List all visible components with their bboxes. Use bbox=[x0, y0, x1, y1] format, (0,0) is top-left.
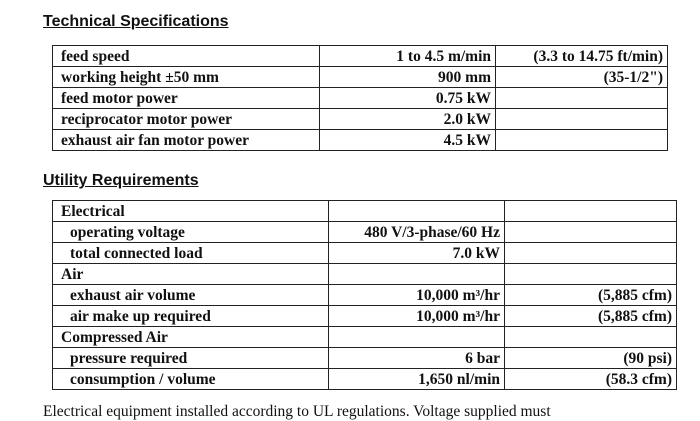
table-row: operating voltage 480 V/3-phase/60 Hz bbox=[52, 221, 677, 243]
imperial-value-cell: (58.3 cfm) bbox=[504, 368, 677, 390]
parameter-cell: air make up required bbox=[52, 305, 329, 327]
imperial-value-cell bbox=[504, 200, 677, 222]
table-row: consumption / volume 1,650 nl/min (58.3 cf… bbox=[52, 368, 677, 390]
table-row: air make up required 10,000 m³/hr (5,885 c… bbox=[52, 305, 677, 327]
metric-value-cell: 2.0 kW bbox=[319, 108, 496, 130]
imperial-value-cell bbox=[504, 326, 677, 348]
metric-value-cell: 1 to 4.5 m/min bbox=[319, 45, 496, 67]
imperial-value-cell bbox=[495, 129, 668, 151]
metric-value-cell: 7.0 kW bbox=[328, 242, 505, 264]
technical-specifications-heading: Technical Specifications bbox=[43, 13, 229, 30]
imperial-value-cell: (90 psi) bbox=[504, 347, 677, 369]
metric-value-cell: 900 mm bbox=[319, 66, 496, 88]
metric-value-cell: 6 bar bbox=[328, 347, 505, 369]
imperial-value-cell: (3.3 to 14.75 ft/min) bbox=[495, 45, 668, 67]
parameter-cell: total connected load bbox=[52, 242, 329, 264]
metric-value-cell: 4.5 kW bbox=[319, 129, 496, 151]
metric-value-cell: 480 V/3-phase/60 Hz bbox=[328, 221, 505, 243]
metric-value-cell: 1,650 nl/min bbox=[328, 368, 505, 390]
parameter-cell: exhaust air fan motor power bbox=[52, 129, 320, 151]
section-label: Air bbox=[52, 263, 329, 285]
metric-value-cell bbox=[328, 263, 505, 285]
table-row: Electrical bbox=[52, 200, 677, 222]
parameter-cell: working height ±50 mm bbox=[52, 66, 320, 88]
metric-value-cell: 10,000 m³/hr bbox=[328, 305, 505, 327]
imperial-value-cell bbox=[495, 108, 668, 130]
metric-value-cell bbox=[328, 200, 505, 222]
parameter-cell: reciprocator motor power bbox=[52, 108, 320, 130]
parameter-cell: feed speed bbox=[52, 45, 320, 67]
table-row: reciprocator motor power 2.0 kW bbox=[52, 108, 668, 130]
parameter-cell: operating voltage bbox=[52, 221, 329, 243]
table-row: feed motor power 0.75 kW bbox=[52, 87, 668, 109]
imperial-value-cell bbox=[504, 263, 677, 285]
imperial-value-cell: (35-1/2") bbox=[495, 66, 668, 88]
imperial-value-cell: (5,885 cfm) bbox=[504, 305, 677, 327]
utility-requirements-heading: Utility Requirements bbox=[43, 172, 199, 189]
parameter-cell: feed motor power bbox=[52, 87, 320, 109]
table-row: feed speed 1 to 4.5 m/min (3.3 to 14.75 ft… bbox=[52, 45, 668, 67]
imperial-value-cell: (5,885 cfm) bbox=[504, 284, 677, 306]
parameter-cell: exhaust air volume bbox=[52, 284, 329, 306]
table-row: pressure required 6 bar (90 psi) bbox=[52, 347, 677, 369]
section-label: Compressed Air bbox=[52, 326, 329, 348]
parameter-cell: consumption / volume bbox=[52, 368, 329, 390]
section-label: Electrical bbox=[52, 200, 329, 222]
imperial-value-cell bbox=[495, 87, 668, 109]
utility-requirements-table: Electrical operating voltage 480 V/3-phase… bbox=[52, 200, 677, 390]
table-row: exhaust air volume 10,000 m³/hr (5,885 cfm… bbox=[52, 284, 677, 306]
imperial-value-cell bbox=[504, 221, 677, 243]
table-row: total connected load 7.0 kW bbox=[52, 242, 677, 264]
technical-specifications-table: feed speed 1 to 4.5 m/min (3.3 to 14.75 ft… bbox=[52, 45, 668, 151]
metric-value-cell: 10,000 m³/hr bbox=[328, 284, 505, 306]
footer-text: Electrical equipment installed according… bbox=[43, 403, 551, 420]
parameter-cell: pressure required bbox=[52, 347, 329, 369]
table-row: working height ±50 mm 900 mm (35-1/2") bbox=[52, 66, 668, 88]
metric-value-cell bbox=[328, 326, 505, 348]
table-row: Compressed Air bbox=[52, 326, 677, 348]
table-row: Air bbox=[52, 263, 677, 285]
metric-value-cell: 0.75 kW bbox=[319, 87, 496, 109]
table-row: exhaust air fan motor power 4.5 kW bbox=[52, 129, 668, 151]
imperial-value-cell bbox=[504, 242, 677, 264]
